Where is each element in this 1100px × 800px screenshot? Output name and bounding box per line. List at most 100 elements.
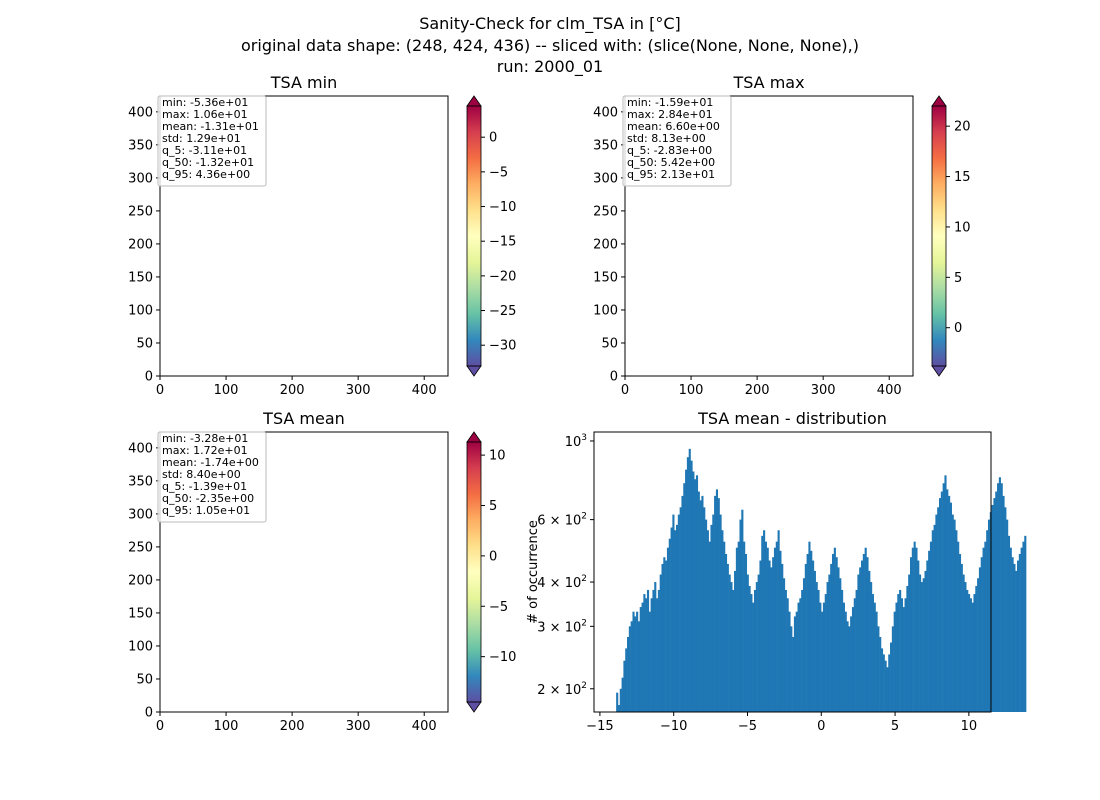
histogram-bar: [656, 598, 659, 712]
colorbar-tick-label: −30: [489, 339, 516, 354]
histogram-bar: [1020, 547, 1023, 712]
histogram-bar: [746, 574, 749, 712]
histogram-bar: [855, 589, 858, 712]
histogram-bar: [815, 582, 818, 712]
histogram-bar: [764, 541, 767, 712]
histogram-bar: [819, 602, 822, 712]
histogram-bar: [899, 589, 902, 712]
histogram-bar: [813, 570, 816, 712]
histogram-bar: [866, 557, 869, 712]
colorbar-tick-label: 5: [954, 271, 962, 286]
y-tick-label: 150: [128, 270, 153, 285]
histogram-bar: [862, 553, 865, 712]
stats-box: [157, 95, 267, 187]
histogram-bar: [645, 598, 648, 712]
figure-title-line-3: run: 2000_01: [497, 57, 603, 77]
histogram-bar: [958, 553, 962, 712]
y-tick-label: 100: [128, 303, 153, 318]
histogram-bar: [750, 594, 753, 712]
histogram-bar: [663, 557, 666, 712]
histogram-bar: [1018, 553, 1021, 712]
histogram-bar: [637, 621, 641, 712]
histogram-bar: [714, 495, 717, 712]
land-region: [746, 270, 783, 320]
y-tick-label: 4 × 102: [537, 574, 587, 591]
histogram-bar: [652, 589, 655, 712]
y-tick-label: 2 × 102: [537, 681, 587, 698]
colorbar-tick-label: 15: [954, 170, 971, 185]
x-tick-label: 100: [214, 383, 239, 398]
histogram-bar: [650, 598, 653, 712]
stat-line: min: -1.59e+01: [627, 96, 713, 109]
histogram-bar: [686, 457, 689, 712]
histogram-bar: [888, 654, 891, 712]
stat-line: mean: 6.60e+00: [627, 120, 720, 133]
y-tick-label: 50: [601, 336, 618, 351]
land-region: [775, 270, 810, 320]
histogram-bar: [975, 585, 978, 712]
y-tick-label: 300: [593, 171, 618, 186]
y-tick-label: 100: [593, 303, 618, 318]
histogram-bar: [968, 594, 971, 712]
histogram-bar: [801, 589, 804, 712]
histogram-bar: [875, 611, 878, 712]
histogram-bar: [617, 705, 621, 712]
histogram-bar: [986, 530, 989, 712]
histogram-bar: [964, 582, 967, 712]
histogram-bar: [909, 557, 913, 712]
histogram-bar: [987, 519, 991, 712]
histogram-bar: [906, 585, 909, 712]
histogram-bar: [822, 602, 826, 712]
y-tick-label: 400: [128, 105, 153, 120]
histogram-bar: [804, 563, 807, 712]
histogram-bar: [808, 541, 811, 712]
stat-line: q_95: 4.36e+00: [162, 168, 250, 181]
histogram-bar: [802, 578, 806, 712]
histogram-bar: [837, 567, 840, 712]
histogram-bar: [636, 611, 639, 712]
stat-line: q_95: 2.13e+01: [627, 168, 715, 181]
histogram-bar: [841, 589, 844, 712]
histogram-bar: [685, 469, 688, 712]
histogram-bar: [786, 598, 789, 712]
y-tick-label: 103: [565, 433, 587, 450]
histogram-bar: [679, 507, 682, 712]
histogram-bar: [953, 519, 956, 712]
colorbar-tick-label: 20: [954, 120, 971, 135]
y-tick-label: 100: [128, 639, 153, 654]
histogram-bar: [997, 483, 1000, 712]
x-tick-label: 300: [346, 383, 371, 398]
land-region: [321, 471, 367, 533]
histogram-bar: [695, 475, 699, 712]
x-tick-label: 200: [280, 719, 305, 734]
figure-title-line-1: Sanity-Check for clm_TSA in [°C]: [419, 14, 681, 34]
histogram-bar: [977, 578, 980, 712]
stat-line: q_5: -1.39e+01: [162, 480, 247, 493]
histogram-bar: [870, 582, 873, 712]
histogram-bar: [757, 574, 760, 712]
y-tick-label: 0: [610, 370, 618, 385]
histogram-bar: [790, 626, 793, 712]
panel-title-tsa-min: TSA min: [270, 73, 337, 92]
histogram-bar: [799, 598, 802, 712]
histogram-bar: [821, 611, 824, 712]
land-region: [281, 270, 318, 320]
histogram-bar: [895, 602, 898, 712]
x-tick-label: 0: [621, 383, 629, 398]
histogram-bar: [940, 491, 943, 712]
y-tick-label: 400: [593, 105, 618, 120]
histogram-bar: [993, 498, 996, 712]
histogram-bar: [646, 589, 650, 712]
histogram-title: TSA mean - distribution: [697, 409, 887, 428]
stat-line: max: 2.84e+01: [627, 108, 713, 121]
histogram-bar: [779, 550, 782, 712]
histogram-bar: [739, 519, 742, 712]
histogram-bar: [670, 527, 673, 712]
x-tick-label: 10: [961, 719, 978, 734]
histogram-bar: [830, 563, 833, 712]
histogram-bar: [886, 667, 889, 712]
histogram-bar: [982, 547, 985, 712]
histogram-bar: [773, 547, 777, 712]
histogram-bar: [743, 541, 746, 712]
